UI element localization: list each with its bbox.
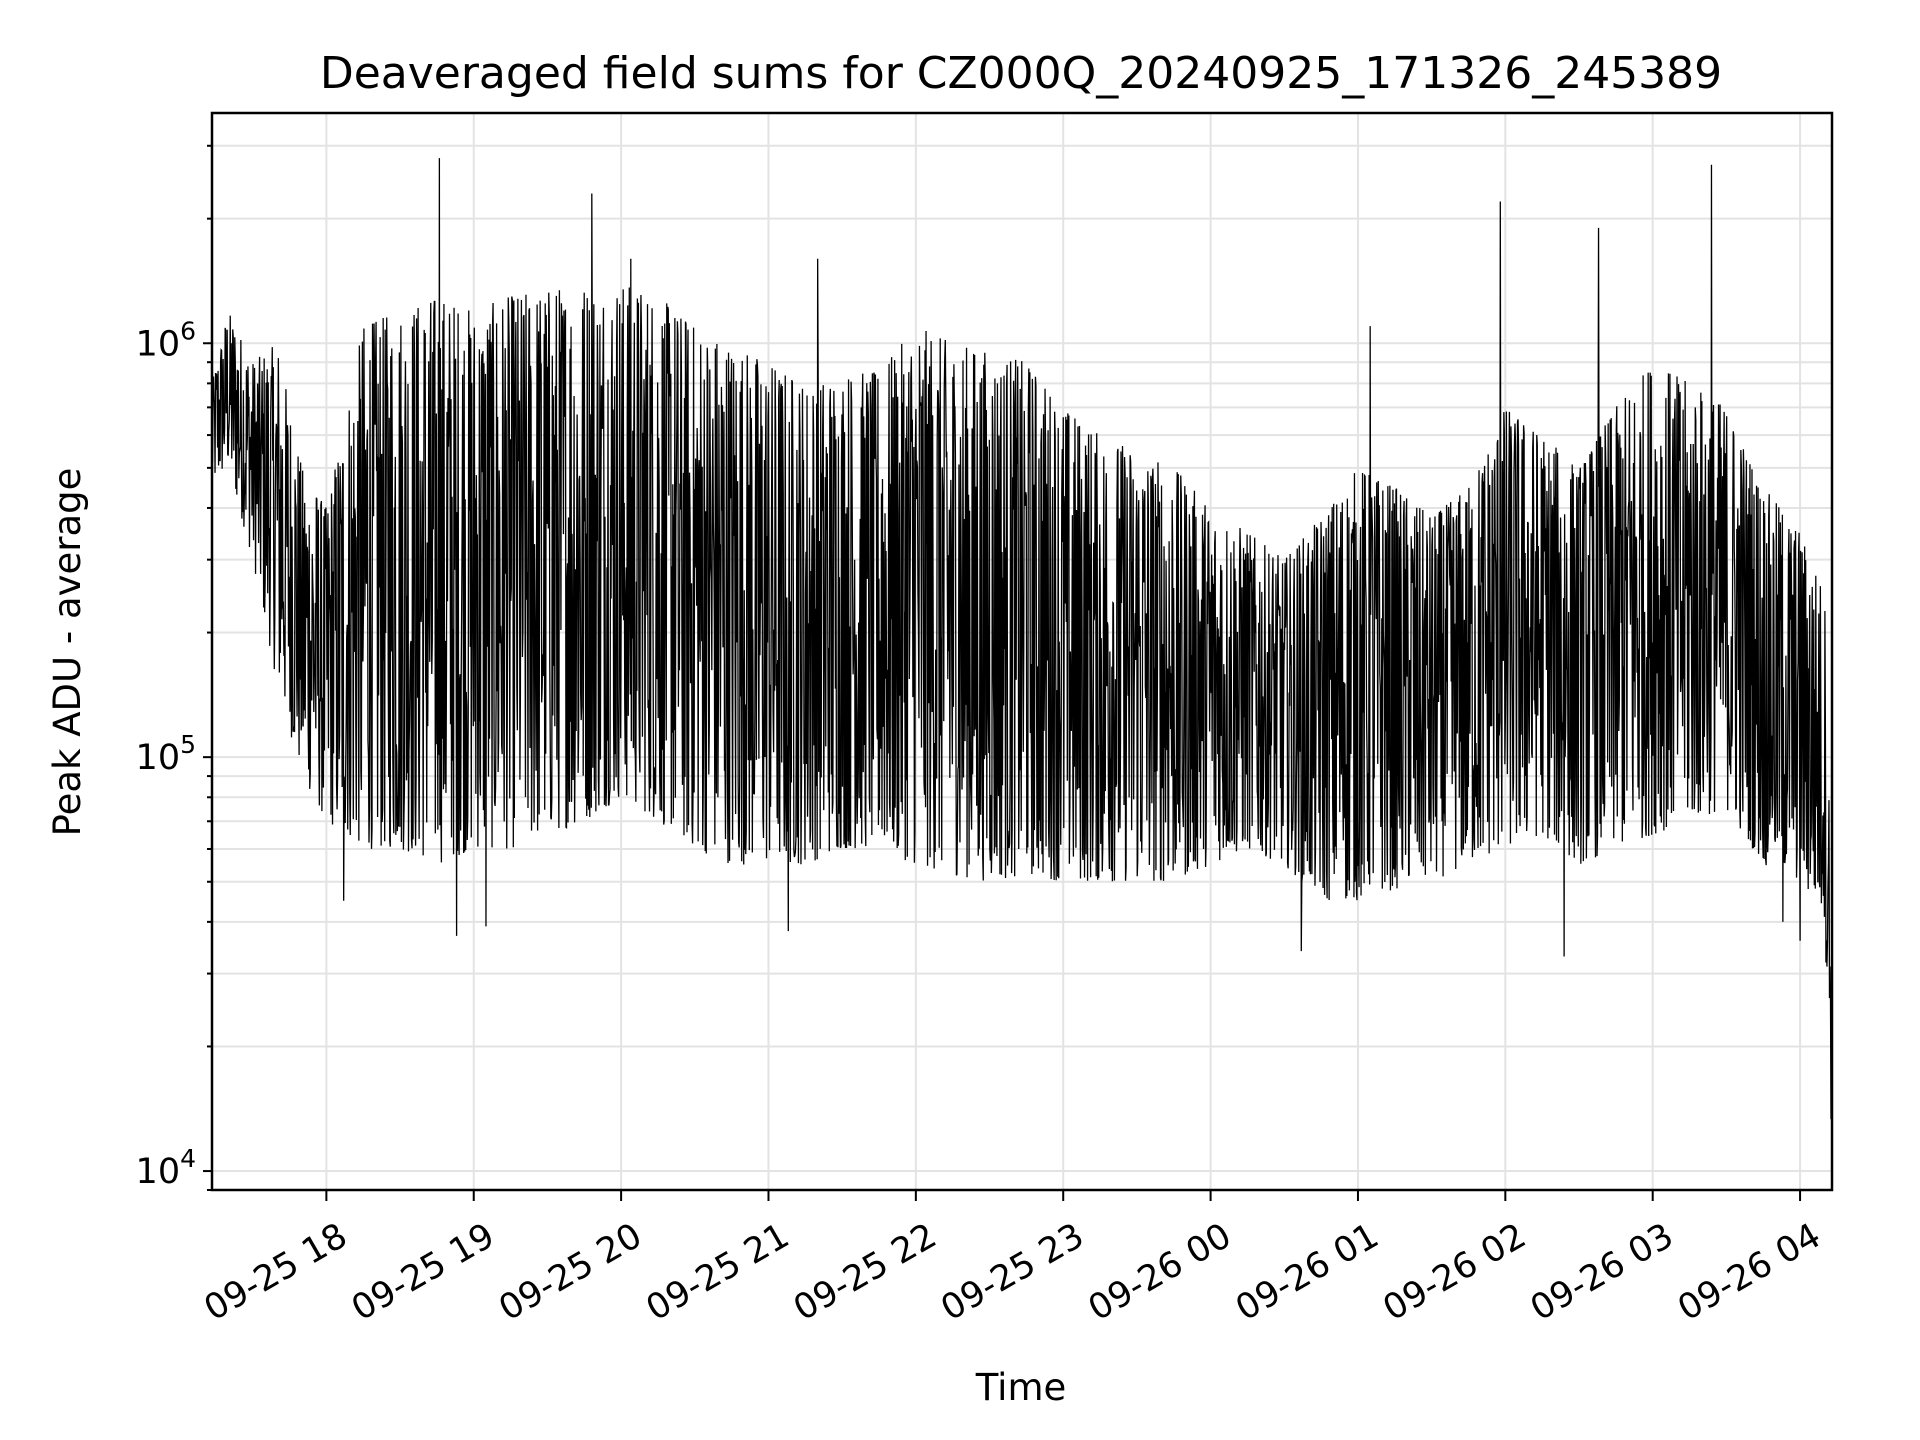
x-tick-label: 09-26 01: [1229, 1216, 1385, 1329]
x-tick-label: 09-26 04: [1671, 1216, 1827, 1329]
y-tick-base: 10: [136, 738, 181, 778]
y-tick-base: 10: [136, 1152, 181, 1192]
y-tick-base: 10: [136, 324, 181, 364]
x-tick-label: 09-25 19: [345, 1216, 501, 1329]
y-tick-label: 106: [136, 316, 196, 364]
x-tick-label: 09-25 23: [935, 1216, 1091, 1329]
x-tick-label: 09-26 03: [1524, 1216, 1680, 1329]
chart-title: Deaveraged field sums for CZ000Q_2024092…: [320, 48, 1722, 99]
x-tick-label: 09-25 18: [198, 1216, 354, 1329]
series-line: [211, 158, 1833, 1120]
plot-frame: [210, 111, 1834, 1192]
x-axis-label: Time: [975, 1366, 1067, 1409]
x-tick-label: 09-25 22: [787, 1216, 943, 1329]
x-tick-label: 09-26 00: [1082, 1216, 1238, 1329]
x-tick-label: 09-25 20: [492, 1216, 648, 1329]
y-tick-label: 104: [136, 1144, 196, 1192]
y-tick-exponent: 4: [180, 1144, 196, 1173]
series-layer: [211, 158, 1833, 1120]
y-tick-exponent: 6: [180, 316, 196, 345]
y-tick-exponent: 5: [180, 730, 196, 759]
x-tick-label: 09-26 02: [1377, 1216, 1533, 1329]
x-tick-label: 09-25 21: [640, 1216, 796, 1329]
y-tick-label: 105: [136, 730, 196, 778]
y-axis-label: Peak ADU - average: [46, 468, 89, 837]
